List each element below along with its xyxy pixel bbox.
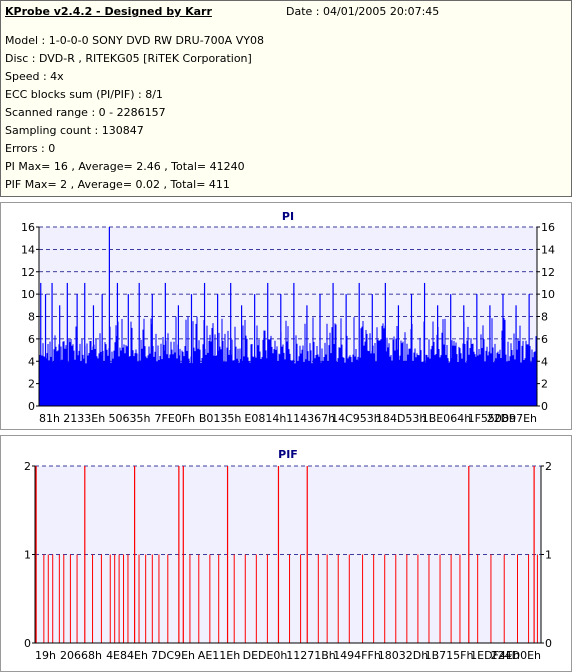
- y-tick-label-left: 4: [28, 355, 35, 368]
- ecc-line: ECC blocks sum (PI/PIF) : 8/1: [5, 88, 163, 101]
- x-tick-label: 50635h: [109, 412, 151, 425]
- x-tick-label: AE11Eh: [198, 649, 240, 662]
- x-tick-label: 4E84Eh: [106, 649, 148, 662]
- y-tick-label-right: 8: [541, 311, 548, 324]
- x-tick-label: 184D53h: [376, 412, 426, 425]
- pif-chart-panel: PIF 0 0 1 1 2 2 19h 20668h 4E84Eh 7DC9Eh AE11Eh DEDE…: [0, 435, 572, 672]
- range-line: Scanned range : 0 - 2286157: [5, 106, 166, 119]
- x-tick-label: 1BE064h: [422, 412, 471, 425]
- pif-chart: PIF 0 0 1 1 2 2 19h 20668h 4E84Eh 7DC9Eh AE11Eh DEDE…: [24, 448, 552, 662]
- x-tick-label: 81h: [39, 412, 60, 425]
- y-tick-label-left: 6: [28, 333, 35, 346]
- y-tick-label-right: 4: [541, 355, 548, 368]
- chart-title: PIF: [278, 448, 298, 461]
- y-tick-label-right: 2: [541, 378, 548, 391]
- y-tick-label-left: 8: [28, 311, 35, 324]
- model-line: Model : 1-0-0-0 SONY DVD RW DRU-700A VY0…: [5, 34, 264, 47]
- y-tick-label-left: 16: [21, 221, 35, 234]
- x-tick-label: 22D97Eh: [487, 412, 537, 425]
- y-tick-label-right: 0: [545, 637, 552, 650]
- y-tick-label-left: 1: [24, 549, 31, 562]
- y-tick-label-right: 1: [545, 549, 552, 562]
- y-tick-label-right: 2: [545, 460, 552, 473]
- x-tick-label: 19h: [35, 649, 56, 662]
- scan-date: Date : 04/01/2005 20:07:45: [286, 5, 440, 18]
- speed-line: Speed : 4x: [5, 70, 64, 83]
- x-tick-label: 7DC9Eh: [151, 649, 195, 662]
- y-tick-label-right: 12: [541, 266, 555, 279]
- x-tick-label: 114367h: [286, 412, 335, 425]
- sampling-line: Sampling count : 130847: [5, 124, 144, 137]
- x-tick-label: 20668h: [60, 649, 102, 662]
- y-tick-label-right: 6: [541, 333, 548, 346]
- x-tick-label: 224D0Eh: [491, 649, 541, 662]
- x-tick-label: 18032Dh: [378, 649, 428, 662]
- x-tick-label: E0814h: [244, 412, 286, 425]
- y-tick-label-right: 14: [541, 243, 555, 256]
- y-tick-label-right: 10: [541, 288, 555, 301]
- x-tick-label: 1EDF4Eh: [470, 649, 520, 662]
- y-tick-label-left: 0: [24, 637, 31, 650]
- errors-line: Errors : 0: [5, 142, 56, 155]
- y-tick-label-left: 14: [21, 243, 35, 256]
- x-tick-label: 2133Eh: [63, 412, 105, 425]
- x-tick-label: DEDE0h: [243, 649, 288, 662]
- x-tick-label: 1B715Fh: [425, 649, 474, 662]
- y-tick-label-right: 0: [541, 400, 548, 413]
- y-tick-label-left: 12: [21, 266, 35, 279]
- info-panel: KProbe v2.4.2 - Designed by Karr Date : …: [0, 0, 572, 197]
- app-title: KProbe v2.4.2 - Designed by Karr: [5, 5, 212, 18]
- x-tick-label: 14C953h: [331, 412, 381, 425]
- y-tick-label-left: 2: [28, 378, 35, 391]
- x-tick-label: 1F5508h: [468, 412, 516, 425]
- y-tick-label-left: 10: [21, 288, 35, 301]
- pif-summary-line: PIF Max= 2 , Average= 0.02 , Total= 411: [5, 178, 230, 191]
- chart-title: PI: [282, 210, 294, 223]
- x-tick-label: 7FE0Fh: [155, 412, 196, 425]
- pi-chart-panel: PI 0 0 2 2 4 4 6 6 8 8 10 10 12 12 14 14 16 16 81h 2133Eh 506…: [0, 202, 572, 430]
- y-tick-label-right: 16: [541, 221, 555, 234]
- x-tick-label: B0135h: [199, 412, 242, 425]
- x-tick-label: 1494FFh: [333, 649, 381, 662]
- y-tick-label-left: 0: [28, 400, 35, 413]
- y-tick-label-left: 2: [24, 460, 31, 473]
- pi-chart: PI 0 0 2 2 4 4 6 6 8 8 10 10 12 12 14 14 16 16 81h 2133Eh 506…: [21, 210, 555, 425]
- x-tick-label: 11271Bh: [286, 649, 336, 662]
- pi-summary-line: PI Max= 16 , Average= 2.46 , Total= 4124…: [5, 160, 245, 173]
- disc-line: Disc : DVD-R , RITEKG05 [RiTEK Corporati…: [5, 52, 252, 65]
